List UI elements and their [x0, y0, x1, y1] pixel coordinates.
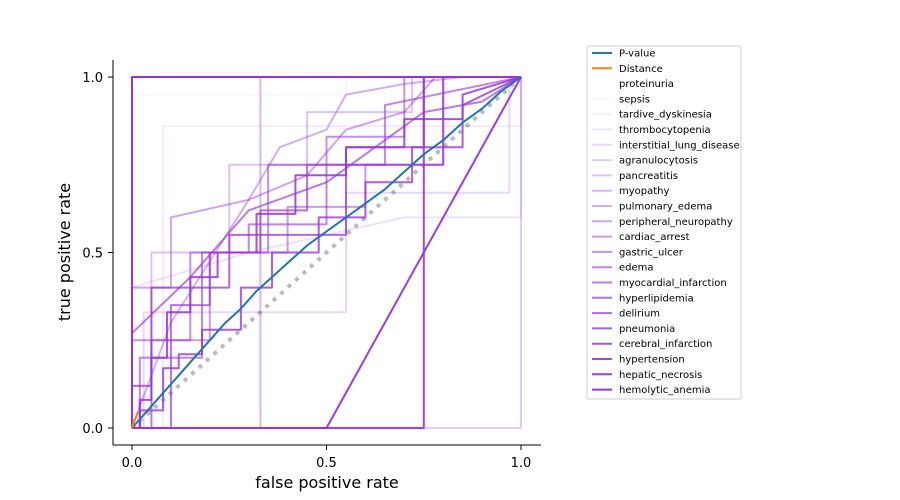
legend-label: cardiac_arrest: [619, 232, 690, 243]
y-tick-label: 1.0: [82, 71, 103, 86]
series-layer: [130, 75, 523, 430]
legend-label: myocardial_infarction: [619, 278, 727, 289]
legend-label: Distance: [619, 64, 663, 75]
legend-label: hypertension: [619, 355, 685, 366]
series-line-myocardial-infarction: [131, 76, 522, 428]
legend-label: sepsis: [619, 94, 650, 105]
y-tick-label: 0.5: [82, 247, 103, 262]
series-line-hemolytic-anemia: [131, 76, 521, 428]
x-axis-title: false positive rate: [255, 473, 399, 492]
legend-label: myopathy: [619, 186, 670, 197]
legend-label: gastric_ulcer: [619, 247, 684, 258]
legend-label: agranulocytosis: [619, 156, 698, 167]
legend-label: pancreatitis: [619, 171, 678, 182]
series-line-cerebral-infarction: [132, 76, 522, 429]
x-tick-label: 0.0: [122, 456, 143, 471]
legend-label: proteinuria: [619, 79, 674, 90]
series-line-edema: [132, 76, 522, 429]
legend-label: hepatic_necrosis: [619, 370, 702, 381]
legend-label: hyperlipidemia: [619, 293, 694, 304]
legend-label: hemolytic_anemia: [619, 385, 711, 396]
series-line-distance: [131, 411, 139, 429]
legend-label: thrombocytopenia: [619, 125, 711, 136]
legend-label: pneumonia: [619, 324, 675, 335]
diagonal-reference-line: [130, 75, 523, 430]
legend-label: peripheral_neuropathy: [619, 217, 733, 228]
legend-label: delirium: [619, 309, 660, 320]
legend-label: P-value: [619, 49, 655, 60]
series-line-p-value: [131, 76, 522, 429]
series-line-hepatic-necrosis: [132, 76, 522, 429]
x-tick-label: 1.0: [511, 456, 532, 471]
series-line-hyperlipidemia: [132, 76, 521, 429]
series-line-pulmonary-edema: [131, 76, 463, 429]
series-line-delirium: [131, 76, 521, 428]
legend-label: pulmonary_edema: [619, 202, 712, 213]
y-axis-title: true positive rate: [55, 183, 74, 321]
y-tick-label: 0.0: [82, 422, 103, 437]
legend-label: edema: [619, 263, 654, 274]
legend-label: cerebral_infarction: [619, 339, 712, 350]
legend-frame: [586, 45, 742, 400]
legend-label: interstitial_lung_disease: [619, 140, 740, 151]
legend: P-value Distance proteinuria sepsis tardive_…: [586, 45, 742, 400]
legend-label: tardive_dyskinesia: [619, 110, 712, 121]
x-tick-label: 0.5: [316, 456, 337, 471]
ticks-layer: 0.0 0.5 1.0 0.0 0.5 1.0: [82, 71, 531, 471]
